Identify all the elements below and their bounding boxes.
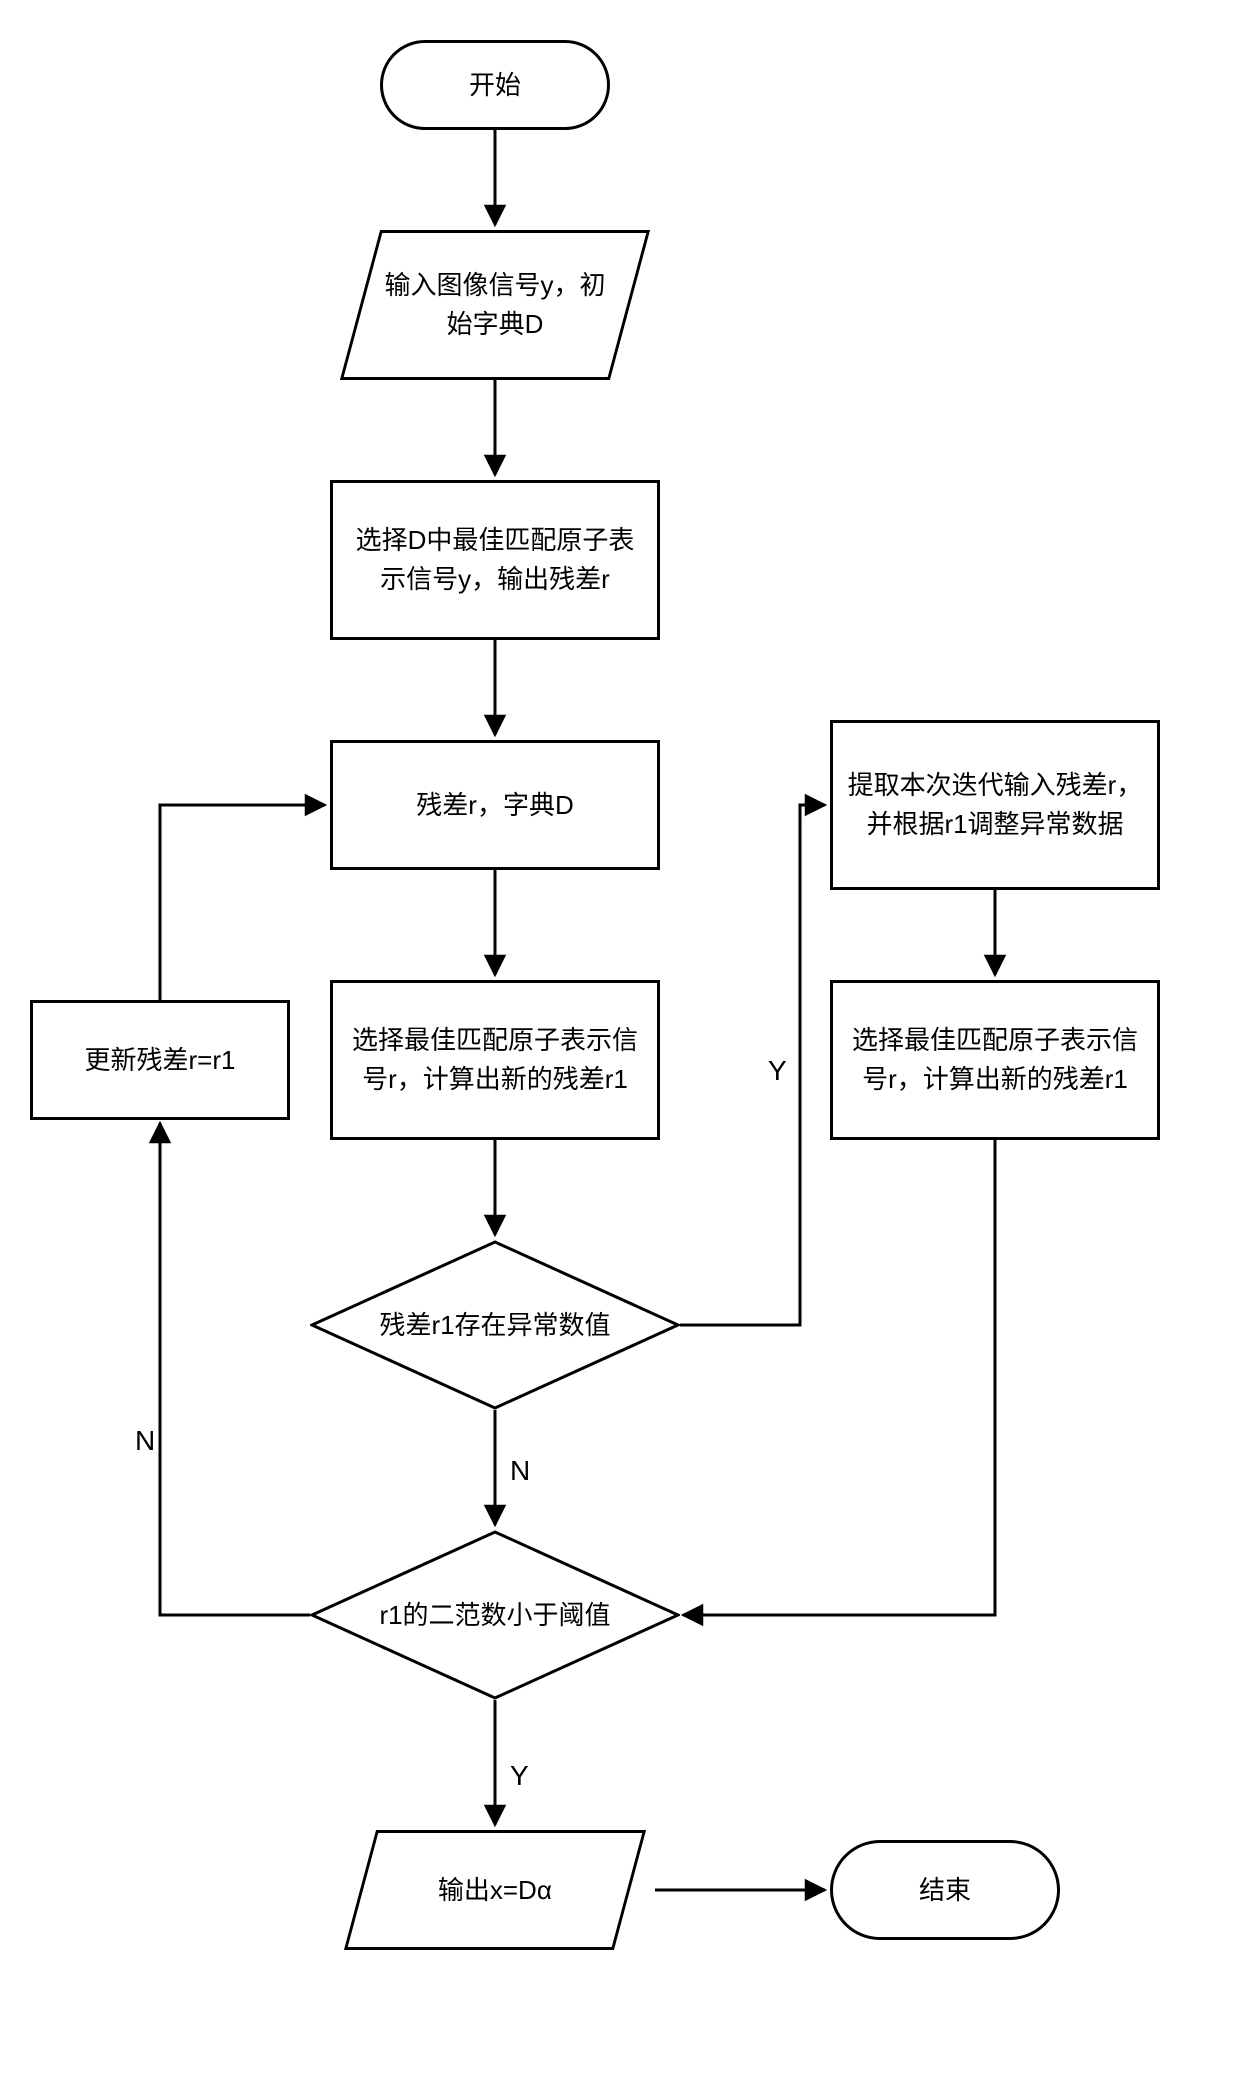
start-node: 开始 <box>380 40 610 130</box>
decide1-node: 残差r1存在异常数值 <box>310 1240 680 1410</box>
select-d-label: 选择D中最佳匹配原子表示信号y，输出残差r <box>345 521 645 599</box>
decide1-label: 残差r1存在异常数值 <box>379 1306 610 1345</box>
edge-label-y1: Y <box>768 1055 787 1087</box>
edge-label-n1: N <box>510 1455 530 1487</box>
best-left-label: 选择最佳匹配原子表示信号r，计算出新的残差r1 <box>345 1021 645 1099</box>
edge-d1-extract <box>680 805 825 1325</box>
edge-bestr-d2 <box>683 1140 995 1615</box>
output-node: 输出x=Dα <box>344 1830 646 1950</box>
end-label: 结束 <box>919 1871 971 1910</box>
input-label: 输入图像信号y，初始字典D <box>375 266 615 344</box>
edge-d2-update <box>160 1123 310 1615</box>
output-label: 输出x=Dα <box>438 1871 552 1910</box>
decide2-node: r1的二范数小于阈值 <box>310 1530 680 1700</box>
extract-label: 提取本次迭代输入残差r，并根据r1调整异常数据 <box>845 766 1145 844</box>
start-label: 开始 <box>469 66 521 105</box>
decide2-label: r1的二范数小于阈值 <box>379 1596 610 1635</box>
select-d-node: 选择D中最佳匹配原子表示信号y，输出残差r <box>330 480 660 640</box>
residual-label: 残差r，字典D <box>416 786 573 825</box>
best-right-node: 选择最佳匹配原子表示信号r，计算出新的残差r1 <box>830 980 1160 1140</box>
best-left-node: 选择最佳匹配原子表示信号r，计算出新的残差r1 <box>330 980 660 1140</box>
best-right-label: 选择最佳匹配原子表示信号r，计算出新的残差r1 <box>845 1021 1145 1099</box>
end-node: 结束 <box>830 1840 1060 1940</box>
update-node: 更新残差r=r1 <box>30 1000 290 1120</box>
edge-label-n2: N <box>135 1425 155 1457</box>
update-label: 更新残差r=r1 <box>85 1041 236 1080</box>
edge-label-y2: Y <box>510 1760 529 1792</box>
input-node: 输入图像信号y，初始字典D <box>340 230 650 380</box>
extract-node: 提取本次迭代输入残差r，并根据r1调整异常数据 <box>830 720 1160 890</box>
residual-node: 残差r，字典D <box>330 740 660 870</box>
edge-update-res <box>160 805 325 1000</box>
